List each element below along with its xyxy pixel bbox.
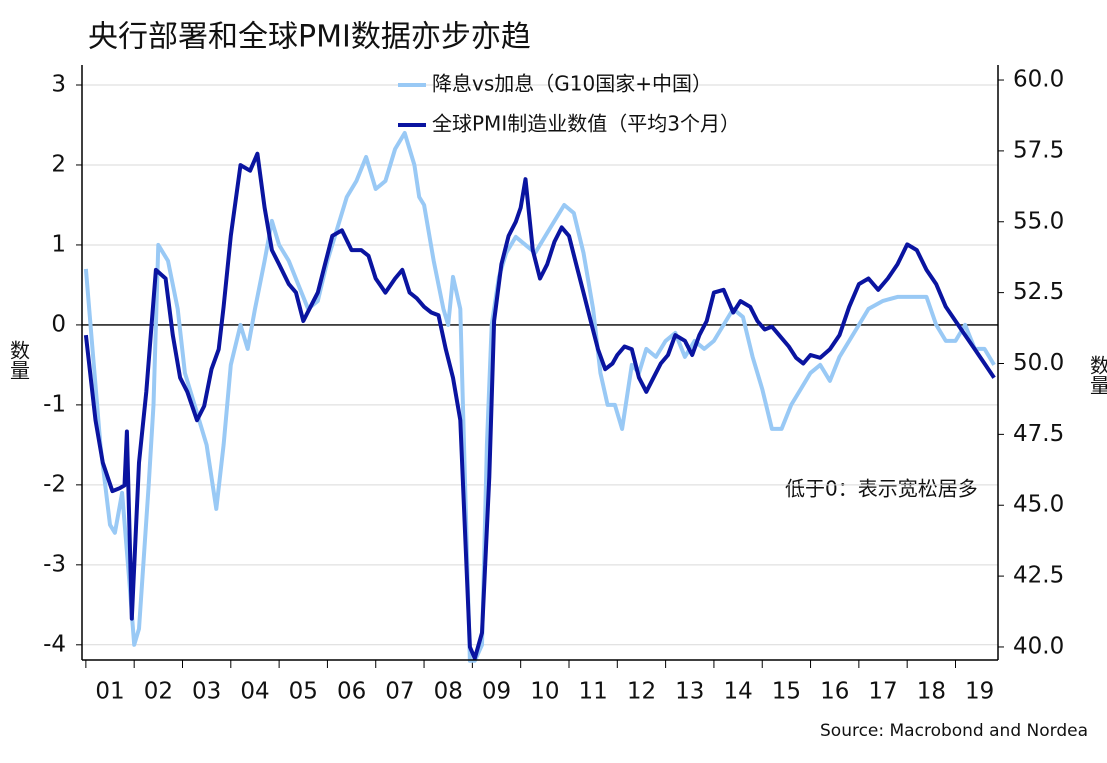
y-tick-label: -4 [43,631,66,657]
x-tick-label: 18 [917,679,946,705]
y-tick-label: 3 [51,71,66,97]
x-tick-label: 12 [627,679,656,705]
x-tick-label: 11 [579,679,608,705]
y2-tick-label: 50.0 [1013,350,1064,376]
y-tick-label: -3 [43,551,66,577]
x-tick-label: 15 [772,679,801,705]
y2-tick-label: 47.5 [1013,421,1064,447]
x-tick-label: 08 [434,679,463,705]
x-tick-label: 19 [965,679,994,705]
y2-tick-label: 45.0 [1013,492,1064,518]
annotation: 低于0：表示宽松居多 [785,477,978,501]
y2-tick-label: 55.0 [1013,208,1064,234]
y2-tick-label: 57.5 [1013,137,1064,163]
y-tick-label: 2 [51,151,66,177]
x-tick-label: 07 [385,679,414,705]
y2-axis-label: 数量 [1087,355,1107,395]
x-tick-label: 02 [144,679,173,705]
y-tick-label: -2 [43,471,66,497]
x-tick-label: 13 [675,679,704,705]
series-line [83,151,996,661]
y-tick-label: -1 [43,391,66,417]
x-tick-label: 09 [482,679,511,705]
y2-tick-label: 52.5 [1013,279,1064,305]
x-tick-label: 05 [289,679,318,705]
x-tick-label: 06 [337,679,366,705]
legend-label: 全球PMI制造业数值（平均3个月） [432,112,740,136]
y2-tick-label: 40.0 [1013,633,1064,659]
y2-tick-label: 60.0 [1013,67,1064,93]
x-tick-label: 03 [192,679,221,705]
x-tick-label: 04 [240,679,269,705]
x-tick-label: 14 [723,679,752,705]
x-tick-label: 17 [868,679,897,705]
y-tick-label: 1 [51,231,66,257]
source: Source: Macrobond and Nordea [820,721,1088,741]
y2-tick-label: 42.5 [1013,563,1064,589]
x-tick-label: 10 [530,679,559,705]
y-tick-label: 0 [51,311,66,337]
x-tick-label: 16 [820,679,849,705]
chart-title: 央行部署和全球PMI数据亦步亦趋 [88,20,531,55]
x-tick-label: 01 [95,679,124,705]
series-line [83,131,996,663]
legend-label: 降息vs加息（G10国家+中国） [432,72,712,96]
y-axis-label: 数量 [7,340,31,380]
